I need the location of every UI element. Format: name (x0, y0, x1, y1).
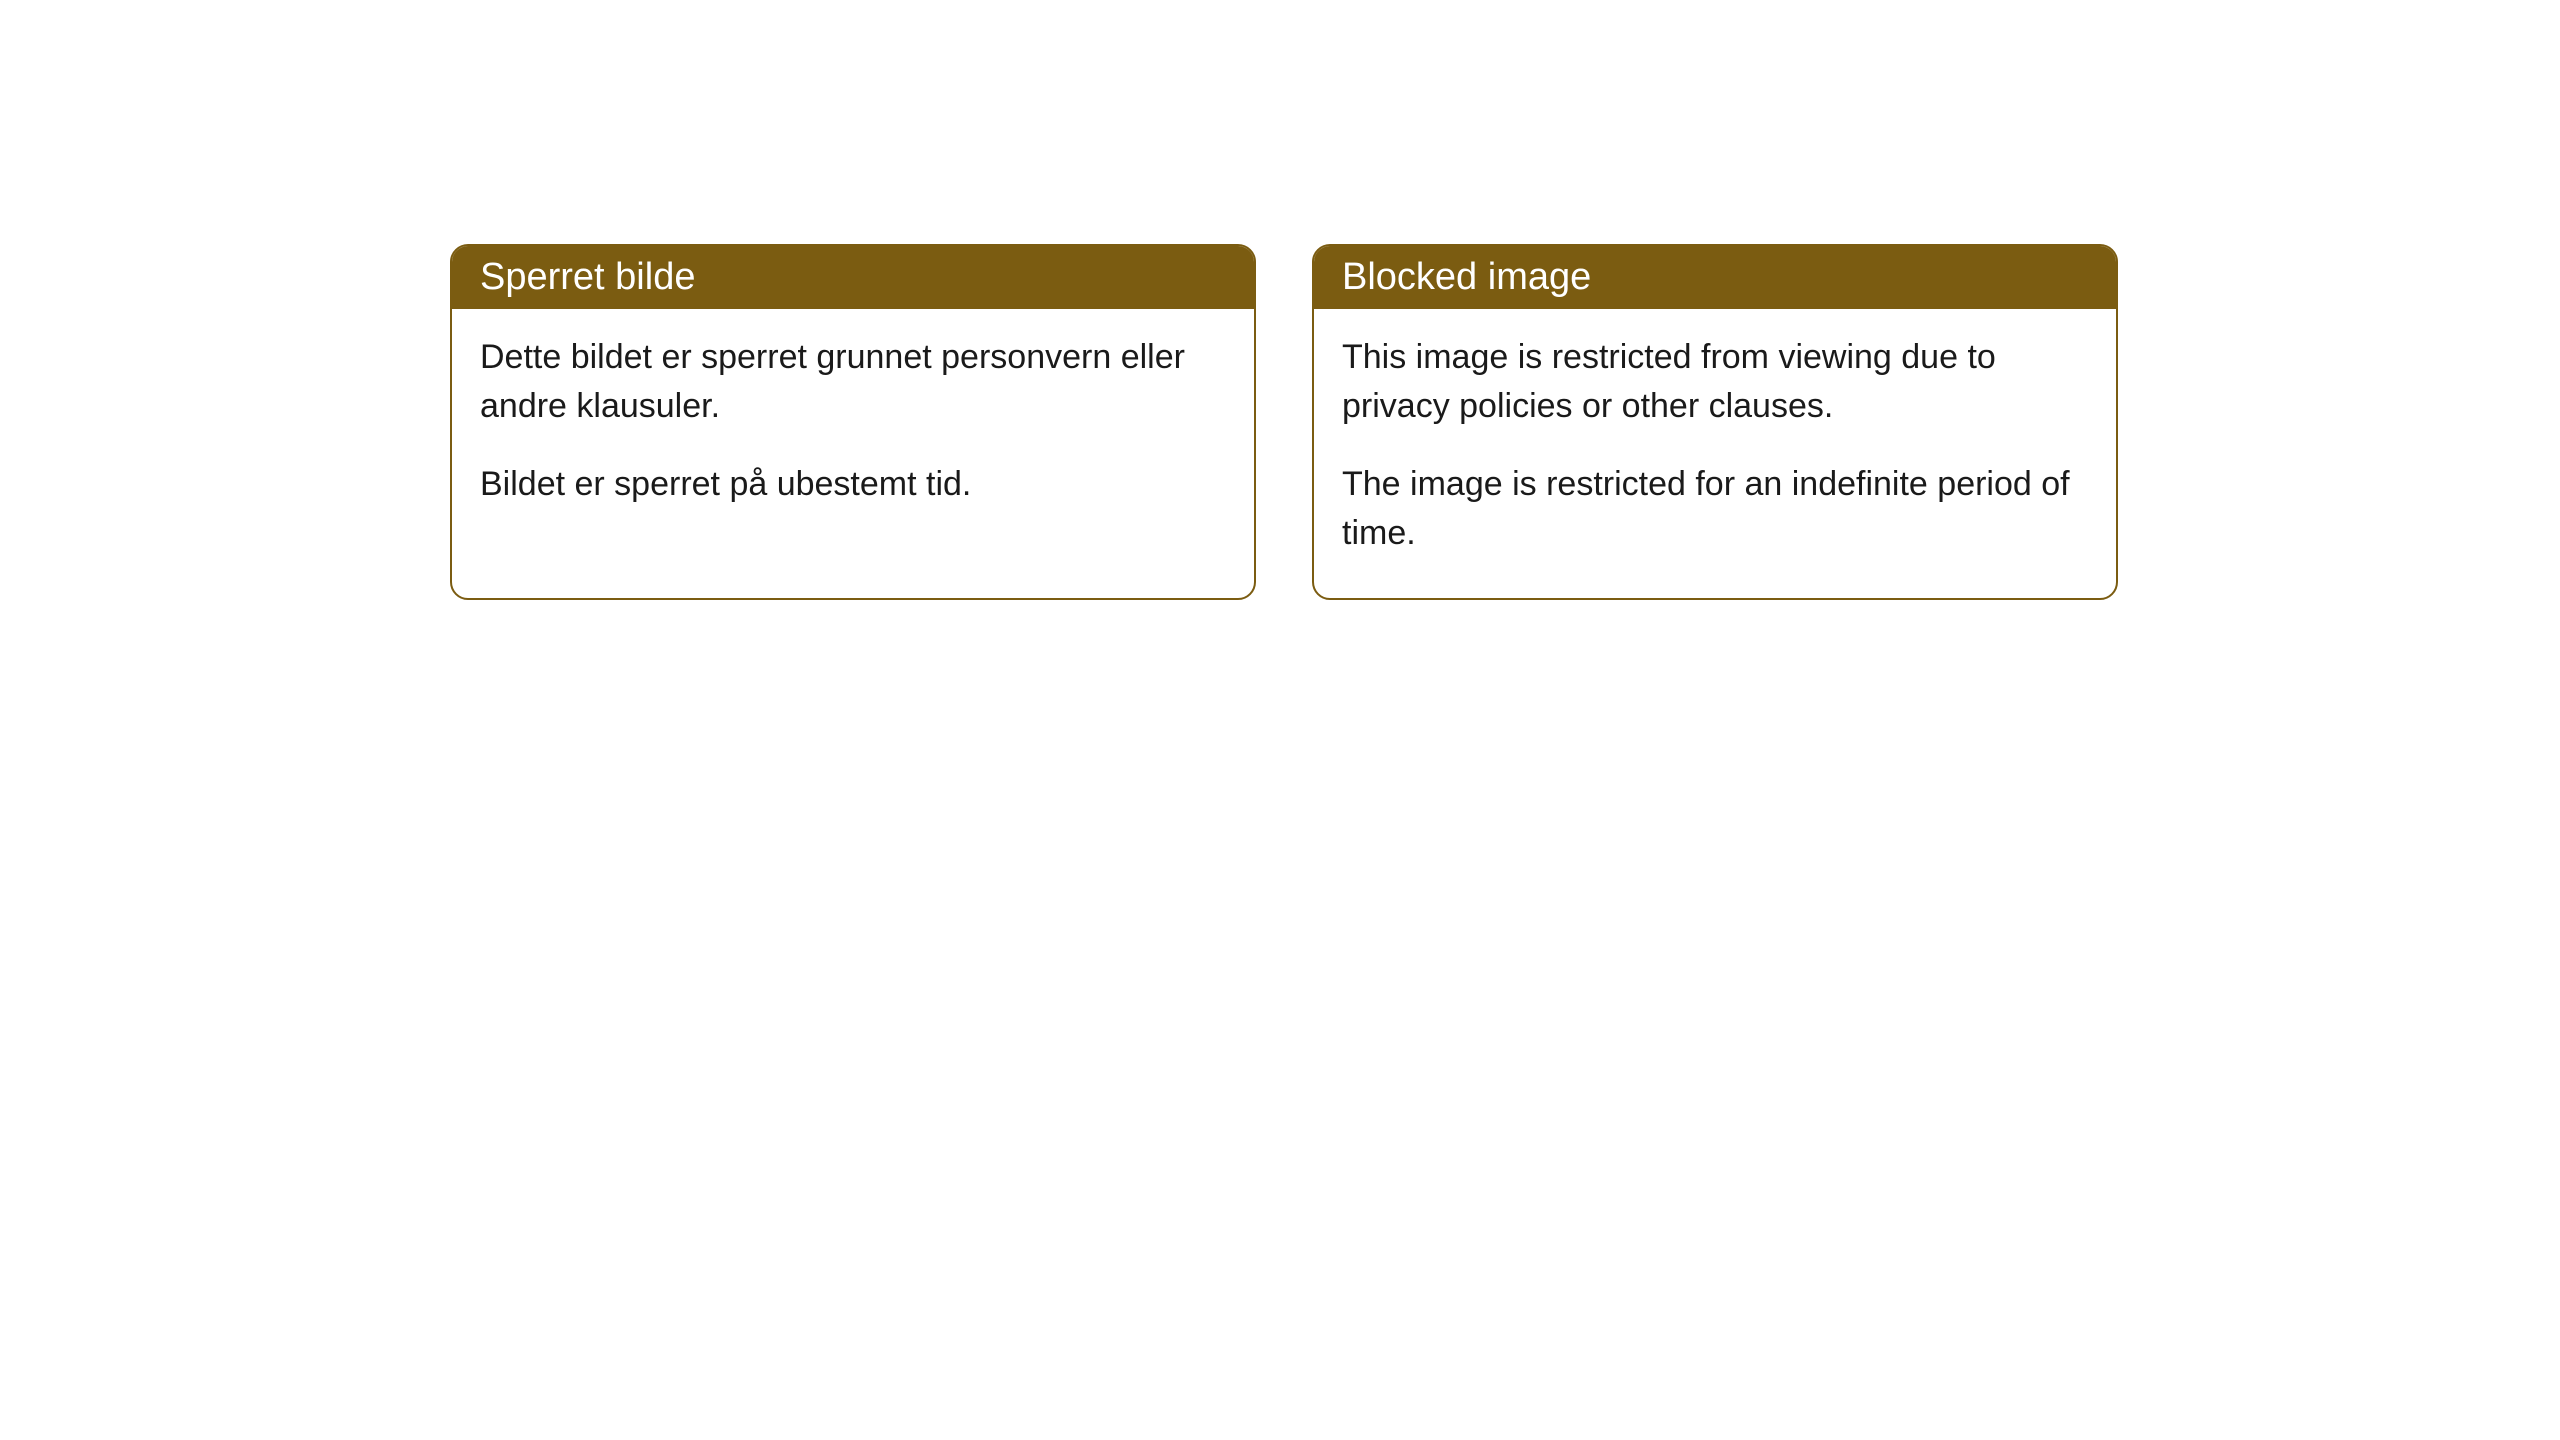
card-body: Dette bildet er sperret grunnet personve… (452, 309, 1254, 549)
notice-cards-container: Sperret bilde Dette bildet er sperret gr… (450, 244, 2118, 600)
card-title: Sperret bilde (480, 256, 695, 298)
card-paragraph: The image is restricted for an indefinit… (1342, 460, 2088, 559)
notice-card-english: Blocked image This image is restricted f… (1312, 244, 2118, 600)
card-paragraph: Bildet er sperret på ubestemt tid. (480, 460, 1226, 509)
card-header: Sperret bilde (452, 246, 1254, 309)
card-paragraph: Dette bildet er sperret grunnet personve… (480, 333, 1226, 432)
card-header: Blocked image (1314, 246, 2116, 309)
card-title: Blocked image (1342, 256, 1591, 298)
card-body: This image is restricted from viewing du… (1314, 309, 2116, 598)
notice-card-norwegian: Sperret bilde Dette bildet er sperret gr… (450, 244, 1256, 600)
card-paragraph: This image is restricted from viewing du… (1342, 333, 2088, 432)
